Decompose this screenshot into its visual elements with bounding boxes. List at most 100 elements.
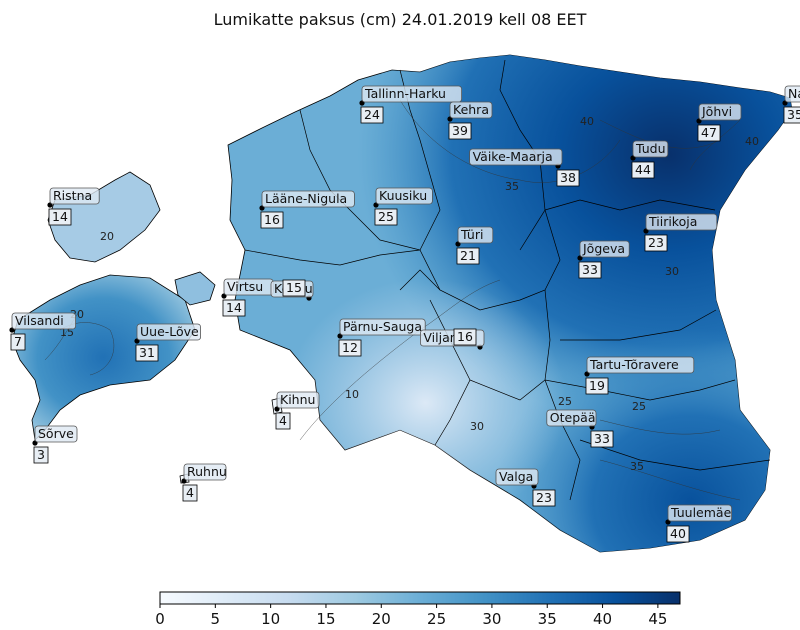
station-name-box <box>645 213 718 231</box>
station-9: Tiirikoja 23 <box>643 213 718 252</box>
station-value-box <box>135 344 159 362</box>
station-value: 14 <box>226 300 242 315</box>
station-name: Kuusiku <box>379 188 427 203</box>
svg-text:30: 30 <box>665 265 679 278</box>
station-name: Türi <box>460 227 483 242</box>
colorbar-tick-label: 40 <box>593 610 612 628</box>
station-value: 33 <box>582 262 598 277</box>
svg-text:25: 25 <box>558 395 572 408</box>
station-name-box <box>136 323 201 341</box>
station-name: Tudu <box>635 141 666 156</box>
station-value-box <box>360 106 384 124</box>
station-name-box <box>586 356 695 374</box>
station-value-box <box>222 299 246 317</box>
station-name-box <box>339 318 426 336</box>
contour-labels: 10 15 20 25 30 35 40 25 20 35 40 30 <box>60 115 759 473</box>
station-value-box <box>260 211 284 229</box>
station-value: 21 <box>460 248 476 263</box>
station-6: Ristna 14 <box>47 187 100 226</box>
colorbar-tick-label: 25 <box>427 610 446 628</box>
station-value: 19 <box>589 378 605 393</box>
station-value-box <box>448 122 472 140</box>
station-name: Ristna <box>53 188 92 203</box>
station-value: 12 <box>342 340 358 355</box>
colorbar-tick-label: 10 <box>261 610 280 628</box>
station-value: 16 <box>457 329 473 344</box>
station-name-box <box>183 463 227 481</box>
station-name-box <box>784 85 800 103</box>
station-value: 47 <box>701 125 717 140</box>
station-value-box <box>338 339 362 357</box>
station-24: Tuulemäe 40 <box>665 504 732 543</box>
station-name-box <box>276 391 320 409</box>
station-value-box <box>48 208 72 226</box>
station-19: Kihnu 4 <box>274 391 320 430</box>
station-4: Jõhvi 47 <box>696 103 742 142</box>
station-name: Otepää <box>550 410 596 425</box>
station-value: 23 <box>648 235 664 250</box>
station-value: 15 <box>286 280 302 295</box>
station-name: Virtsu <box>227 279 263 294</box>
station-value-box <box>275 412 291 430</box>
station-value: 38 <box>560 170 576 185</box>
station-5: Narva 35 <box>782 85 800 124</box>
station-name: Sõrve <box>38 426 74 441</box>
svg-text:35: 35 <box>630 460 644 473</box>
svg-text:10: 10 <box>345 388 359 401</box>
station-name: Tallinn-Harku <box>364 86 446 101</box>
station-name-box <box>261 190 355 208</box>
station-value: 39 <box>452 123 468 138</box>
hiiumaa-island <box>47 171 161 263</box>
station-value: 25 <box>378 209 394 224</box>
station-value: 16 <box>264 212 280 227</box>
svg-text:35: 35 <box>505 180 519 193</box>
station-value-box <box>33 446 49 464</box>
station-name-box <box>546 409 597 427</box>
station-value-box <box>453 328 477 346</box>
colorbar-tick-label: 20 <box>372 610 391 628</box>
station-name-box <box>375 187 433 205</box>
station-value: 31 <box>139 345 155 360</box>
station-name-box <box>698 103 742 121</box>
station-name-box <box>449 101 493 119</box>
station-7: Lääne-Nigula 16 <box>259 190 355 229</box>
station-20: Otepää 33 <box>546 409 614 448</box>
station-15: Uue-Lõve 31 <box>134 323 201 362</box>
station-name-box <box>667 504 732 522</box>
svg-text:40: 40 <box>745 135 759 148</box>
station-18: Tartu-Tõravere 19 <box>584 356 695 395</box>
station-value: 24 <box>364 107 380 122</box>
mainland <box>227 54 793 553</box>
svg-text:30: 30 <box>470 420 484 433</box>
station-name: Jõhvi <box>701 104 732 119</box>
station-value-box <box>374 208 398 226</box>
station-value: 23 <box>536 490 552 505</box>
station-value-box <box>578 261 602 279</box>
station-value-box <box>10 333 26 351</box>
station-value: 4 <box>279 413 287 428</box>
colorbar-tick-label: 5 <box>211 610 221 628</box>
station-name-box <box>632 140 669 158</box>
station-23: Ruhnu 4 <box>181 463 227 502</box>
station-12: Virtsu 14 <box>221 278 274 317</box>
station-name: Jõgeva <box>582 241 625 256</box>
colorbar-tick-label: 0 <box>155 610 165 628</box>
station-value-box <box>697 124 721 142</box>
station-value-box <box>556 169 580 187</box>
muhu-island <box>174 271 216 306</box>
station-16: Pärnu-Sauga 12 <box>337 318 426 357</box>
station-name: Pärnu-Sauga <box>343 319 422 334</box>
station-name: Tuulemäe <box>670 505 732 520</box>
station-name: Kihnu <box>280 392 315 407</box>
station-name-box <box>495 468 539 486</box>
station-name: Vilsandi <box>15 313 64 328</box>
station-value: 44 <box>635 162 651 177</box>
station-name: Uue-Lõve <box>140 324 199 339</box>
station-name: Narva <box>788 86 800 101</box>
station-value: 7 <box>14 334 22 349</box>
station-value: 4 <box>186 485 194 500</box>
colorbar-gradient <box>159 591 681 605</box>
